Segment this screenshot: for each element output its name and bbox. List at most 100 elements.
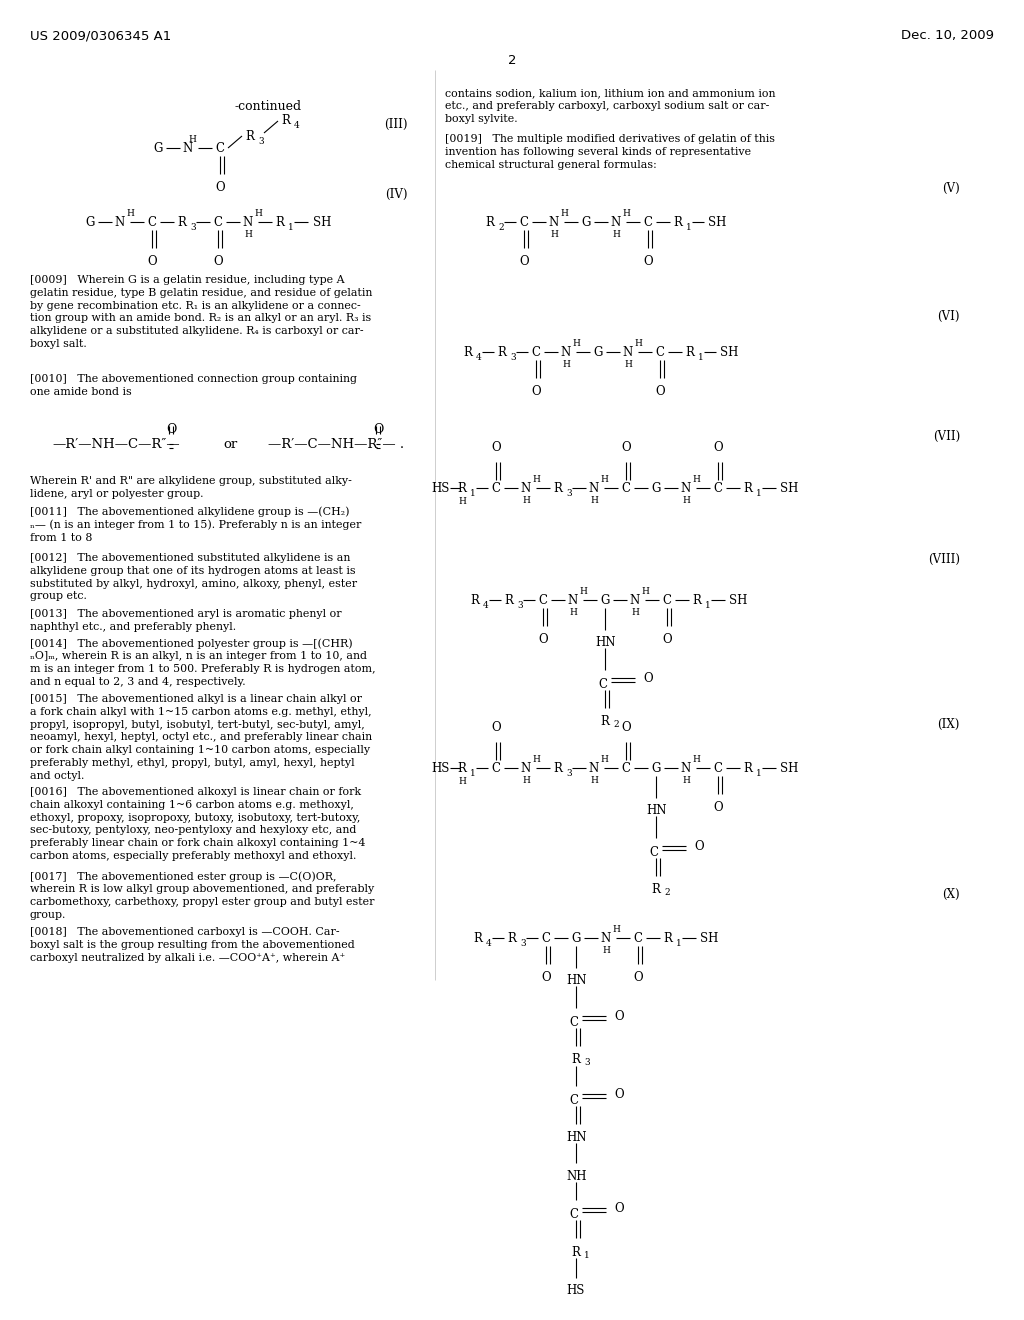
Text: 1: 1 [756,768,762,777]
Text: (VII): (VII) [933,430,961,444]
Text: O: O [373,422,383,436]
Text: O: O [622,721,631,734]
Text: C: C [539,594,548,606]
Text: H: H [569,609,577,616]
Text: 1: 1 [470,488,476,498]
Text: C: C [655,346,665,359]
Text: R: R [743,762,753,775]
Text: H: H [600,474,608,483]
Text: R: R [685,346,694,359]
Text: -continued: -continued [234,100,301,114]
Text: H: H [600,755,608,763]
Text: H: H [244,230,252,239]
Text: 3: 3 [190,223,196,231]
Text: —R′—C—NH—R″— .: —R′—C—NH—R″— . [268,437,404,450]
Text: G: G [571,932,581,945]
Text: O: O [166,422,176,436]
Text: R: R [571,1053,581,1067]
Text: C: C [147,215,157,228]
Text: H: H [692,474,700,483]
Text: N: N [681,482,691,495]
Text: C: C [492,482,501,495]
Text: O: O [147,255,157,268]
Text: O: O [614,1010,624,1023]
Text: R: R [498,346,507,359]
Text: G: G [600,594,609,606]
Text: (V): (V) [942,182,961,195]
Text: HN: HN [566,974,587,987]
Text: N: N [601,932,611,945]
Text: N: N [115,215,125,228]
Text: [0019]   The multiple modified derivatives of gelatin of this
invention has foll: [0019] The multiple modified derivatives… [445,135,775,169]
Text: N: N [549,215,559,228]
Text: H: H [579,586,587,595]
Text: (III): (III) [384,117,408,131]
Text: N: N [630,594,640,606]
Text: SH: SH [700,932,719,945]
Text: H: H [590,776,598,785]
Text: H: H [622,209,630,218]
Text: R: R [692,594,701,606]
Text: 3: 3 [584,1059,590,1067]
Text: C: C [649,846,658,859]
Text: C: C [215,141,224,154]
Text: C: C [643,215,652,228]
Text: R: R [664,932,673,945]
Text: C: C [542,932,551,945]
Text: G: G [154,141,163,154]
Text: 4: 4 [486,939,492,948]
Text: 1: 1 [686,223,692,231]
Text: R: R [246,129,254,143]
Text: H: H [572,338,580,347]
Text: O: O [213,255,223,268]
Text: C: C [569,1208,579,1221]
Text: (VIII): (VIII) [928,553,961,566]
Text: (VI): (VI) [938,310,961,323]
Text: [0017]   The abovementioned ester group is —C(O)OR,
wherein R is low alkyl group: [0017] The abovementioned ester group is… [30,871,375,920]
Text: [0012]   The abovementioned substituted alkylidene is an
alkylidene group that o: [0012] The abovementioned substituted al… [30,553,357,602]
Text: H: H [560,209,568,218]
Text: N: N [561,346,571,359]
Text: US 2009/0306345 A1: US 2009/0306345 A1 [30,29,171,42]
Text: H: H [458,777,466,785]
Text: H: H [631,609,639,616]
Text: HN: HN [595,636,615,649]
Text: O: O [492,441,501,454]
Text: 2: 2 [508,54,516,66]
Text: NH: NH [566,1170,587,1183]
Text: [0011]   The abovementioned alkylidene group is —(CH₂)
ₙ— (n is an integer from : [0011] The abovementioned alkylidene gro… [30,506,361,543]
Text: N: N [589,482,599,495]
Text: R: R [485,215,495,228]
Text: [0009]   Wherein G is a gelatin residue, including type A
gelatin residue, type : [0009] Wherein G is a gelatin residue, i… [30,275,373,348]
Text: 2: 2 [499,223,504,231]
Text: C: C [519,215,528,228]
Text: R: R [177,215,186,228]
Text: O: O [643,255,653,268]
Text: O: O [531,385,541,399]
Text: 1: 1 [288,223,294,231]
Text: C: C [622,762,631,775]
Text: O: O [713,441,723,454]
Text: R: R [471,594,479,606]
Text: Wherein R' and R" are alkylidene group, substituted alky-
lidene, aryl or polyes: Wherein R' and R" are alkylidene group, … [30,477,352,499]
Text: H: H [682,776,690,785]
Text: 2: 2 [613,719,618,729]
Text: (IV): (IV) [385,187,408,201]
Text: H: H [522,496,530,506]
Text: H: H [188,135,196,144]
Text: or: or [223,437,238,450]
Text: N: N [623,346,633,359]
Text: 3: 3 [258,136,264,145]
Text: R: R [554,482,562,495]
Text: R: R [458,762,467,775]
Text: (X): (X) [942,888,961,902]
Text: 4: 4 [476,352,482,362]
Text: R: R [275,215,285,228]
Text: SH: SH [313,215,332,228]
Text: O: O [655,385,665,399]
Text: G: G [651,762,660,775]
Text: H: H [126,209,134,218]
Text: O: O [643,672,652,685]
Text: N: N [681,762,691,775]
Text: R: R [554,762,562,775]
